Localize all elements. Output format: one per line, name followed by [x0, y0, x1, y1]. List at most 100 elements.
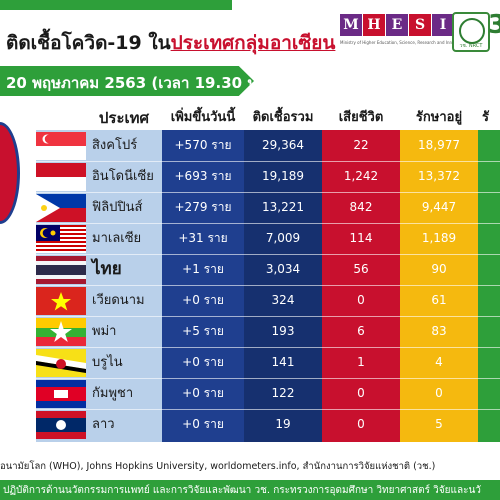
- cell-total: 13,221: [262, 200, 304, 214]
- header-total: ติดเชื้อรวม: [252, 110, 314, 125]
- cell-deaths: 1: [357, 355, 365, 369]
- row-separator: [36, 378, 500, 379]
- table-row: ฟิลิปปินส์ +279 ราย 13,221 842 9,447: [36, 192, 500, 223]
- cell-total: 29,364: [262, 138, 304, 152]
- cell-total: 193: [271, 324, 295, 338]
- mhesi-letter: E: [386, 14, 408, 36]
- cell-new: +0 ราย: [182, 386, 224, 400]
- flag-sg-icon: [36, 132, 86, 160]
- title-main: ติดเชื้อโควิด-19 ใน: [6, 32, 171, 54]
- cell-deaths: 1,242: [343, 169, 379, 183]
- cell-recovering: 83: [431, 324, 447, 338]
- cell-deaths: 0: [357, 386, 365, 400]
- mhesi-letter: M: [340, 14, 362, 36]
- country-name: อินโดนีเซีย: [92, 169, 154, 184]
- header-cut: รั: [482, 110, 489, 125]
- flag-mm-icon: [36, 318, 86, 346]
- cell-new: +0 ราย: [182, 293, 224, 307]
- table-row: ไทย +1 ราย 3,034 56 90: [36, 254, 500, 285]
- header-deaths: เสียชีวิต: [338, 110, 384, 125]
- date-banner: 20 พฤษภาคม 2563 (เวลา 19.30 น.): [0, 66, 254, 96]
- cell-new: +570 ราย: [174, 138, 232, 152]
- cell-recovering: 5: [435, 417, 443, 431]
- table-row: มาเลเซีย +31 ราย 7,009 114 1,189: [36, 223, 500, 254]
- header-recovering: รักษาอยู่: [415, 110, 463, 125]
- country-name: ฟิลิปปินส์: [92, 200, 143, 215]
- country-name: เวียดนาม: [92, 293, 145, 308]
- cell-total: 19,189: [262, 169, 304, 183]
- cell-recovering: 1,189: [421, 231, 457, 245]
- new-column-bg: [162, 130, 244, 442]
- row-separator: [36, 223, 500, 224]
- cell-new: +0 ราย: [182, 417, 224, 431]
- row-separator: [36, 316, 500, 317]
- seal-emblem-icon: [459, 18, 485, 44]
- cell-new: +5 ราย: [182, 324, 224, 338]
- table-row: ลาว +0 ราย 19 0 5: [36, 409, 500, 440]
- row-separator: [36, 347, 500, 348]
- country-name: กัมพูชา: [92, 386, 134, 401]
- flag-th-icon: [36, 256, 86, 284]
- cell-new: +1 ราย: [182, 262, 224, 276]
- cell-recovering: 9,447: [421, 200, 457, 214]
- cut-column-bg: [478, 130, 500, 442]
- cell-deaths: 22: [353, 138, 369, 152]
- country-name: สิงคโปร์: [92, 138, 138, 153]
- cell-new: +279 ราย: [174, 200, 232, 214]
- cell-total: 122: [271, 386, 295, 400]
- footer-bar: ปฏิบัติการด้านนวัตกรรมการแพทย์ และการวิจ…: [0, 480, 500, 500]
- row-separator: [36, 192, 500, 193]
- cell-new: +31 ราย: [178, 231, 228, 245]
- cell-deaths: 842: [349, 200, 373, 214]
- flag-id-icon: [36, 163, 86, 191]
- asean-emblem-partial: [0, 122, 20, 224]
- cell-recovering: 13,372: [418, 169, 460, 183]
- country-name: ลาว: [92, 417, 115, 432]
- country-name: มาเลเซีย: [92, 231, 142, 246]
- nrct-seal-logo: วช. NRCT: [452, 12, 490, 52]
- table-row: พม่า +5 ราย 193 6 83: [36, 316, 500, 347]
- header-new: เพิ่มขึ้นวันนี้: [170, 110, 236, 125]
- mhesi-subtitle: Ministry of Higher Education, Science, R…: [340, 40, 467, 45]
- date-label: 20 พฤษภาคม 2563 (เวลา 19.30 น.): [6, 74, 271, 92]
- cell-recovering: 90: [431, 262, 447, 276]
- cell-deaths: 114: [349, 231, 373, 245]
- flag-ph-icon: [36, 194, 86, 222]
- flag-bn-icon: [36, 349, 86, 377]
- cell-new: +693 ราย: [174, 169, 232, 183]
- cell-total: 324: [271, 293, 295, 307]
- table-row: บรูไน +0 ราย 141 1 4: [36, 347, 500, 378]
- footer-text: ปฏิบัติการด้านนวัตกรรมการแพทย์ และการวิจ…: [3, 485, 481, 496]
- cell-recovering: 4: [435, 355, 443, 369]
- row-separator: [36, 161, 500, 162]
- source-note: อนามัยโลก (WHO), Johns Hopkins Universit…: [0, 461, 436, 472]
- row-separator: [36, 254, 500, 255]
- page-title: ติดเชื้อโควิด-19 ในประเทศกลุ่มอาเซียน: [6, 28, 335, 58]
- country-name: พม่า: [92, 324, 117, 339]
- cell-recovering: 61: [431, 293, 447, 307]
- cell-recovering: 18,977: [418, 138, 460, 152]
- deaths-column-bg: [322, 130, 400, 442]
- row-separator: [36, 285, 500, 286]
- cell-deaths: 56: [353, 262, 369, 276]
- cell-recovering: 0: [435, 386, 443, 400]
- cell-deaths: 0: [357, 293, 365, 307]
- cell-deaths: 6: [357, 324, 365, 338]
- table-row: อินโดนีเซีย +693 ราย 19,189 1,242 13,372: [36, 161, 500, 192]
- country-name: ไทย: [92, 259, 122, 279]
- cell-deaths: 0: [357, 417, 365, 431]
- mhesi-letter: I: [432, 14, 454, 36]
- mhesi-letter: H: [363, 14, 385, 36]
- top-accent-bar: [0, 0, 232, 10]
- flag-my-icon: [36, 225, 86, 253]
- country-name: บรูไน: [92, 355, 123, 370]
- table-row: เวียดนาม +0 ราย 324 0 61: [36, 285, 500, 316]
- cell-new: +0 ราย: [182, 355, 224, 369]
- flag-kh-icon: [36, 380, 86, 408]
- seal-text: วช. NRCT: [459, 43, 483, 49]
- table-row: กัมพูชา +0 ราย 122 0 0: [36, 378, 500, 409]
- mhesi-letter: S: [409, 14, 431, 36]
- total-column-bg: [244, 130, 322, 442]
- row-separator: [36, 409, 500, 410]
- table-row: สิงคโปร์ +570 ราย 29,364 22 18,977: [36, 130, 500, 161]
